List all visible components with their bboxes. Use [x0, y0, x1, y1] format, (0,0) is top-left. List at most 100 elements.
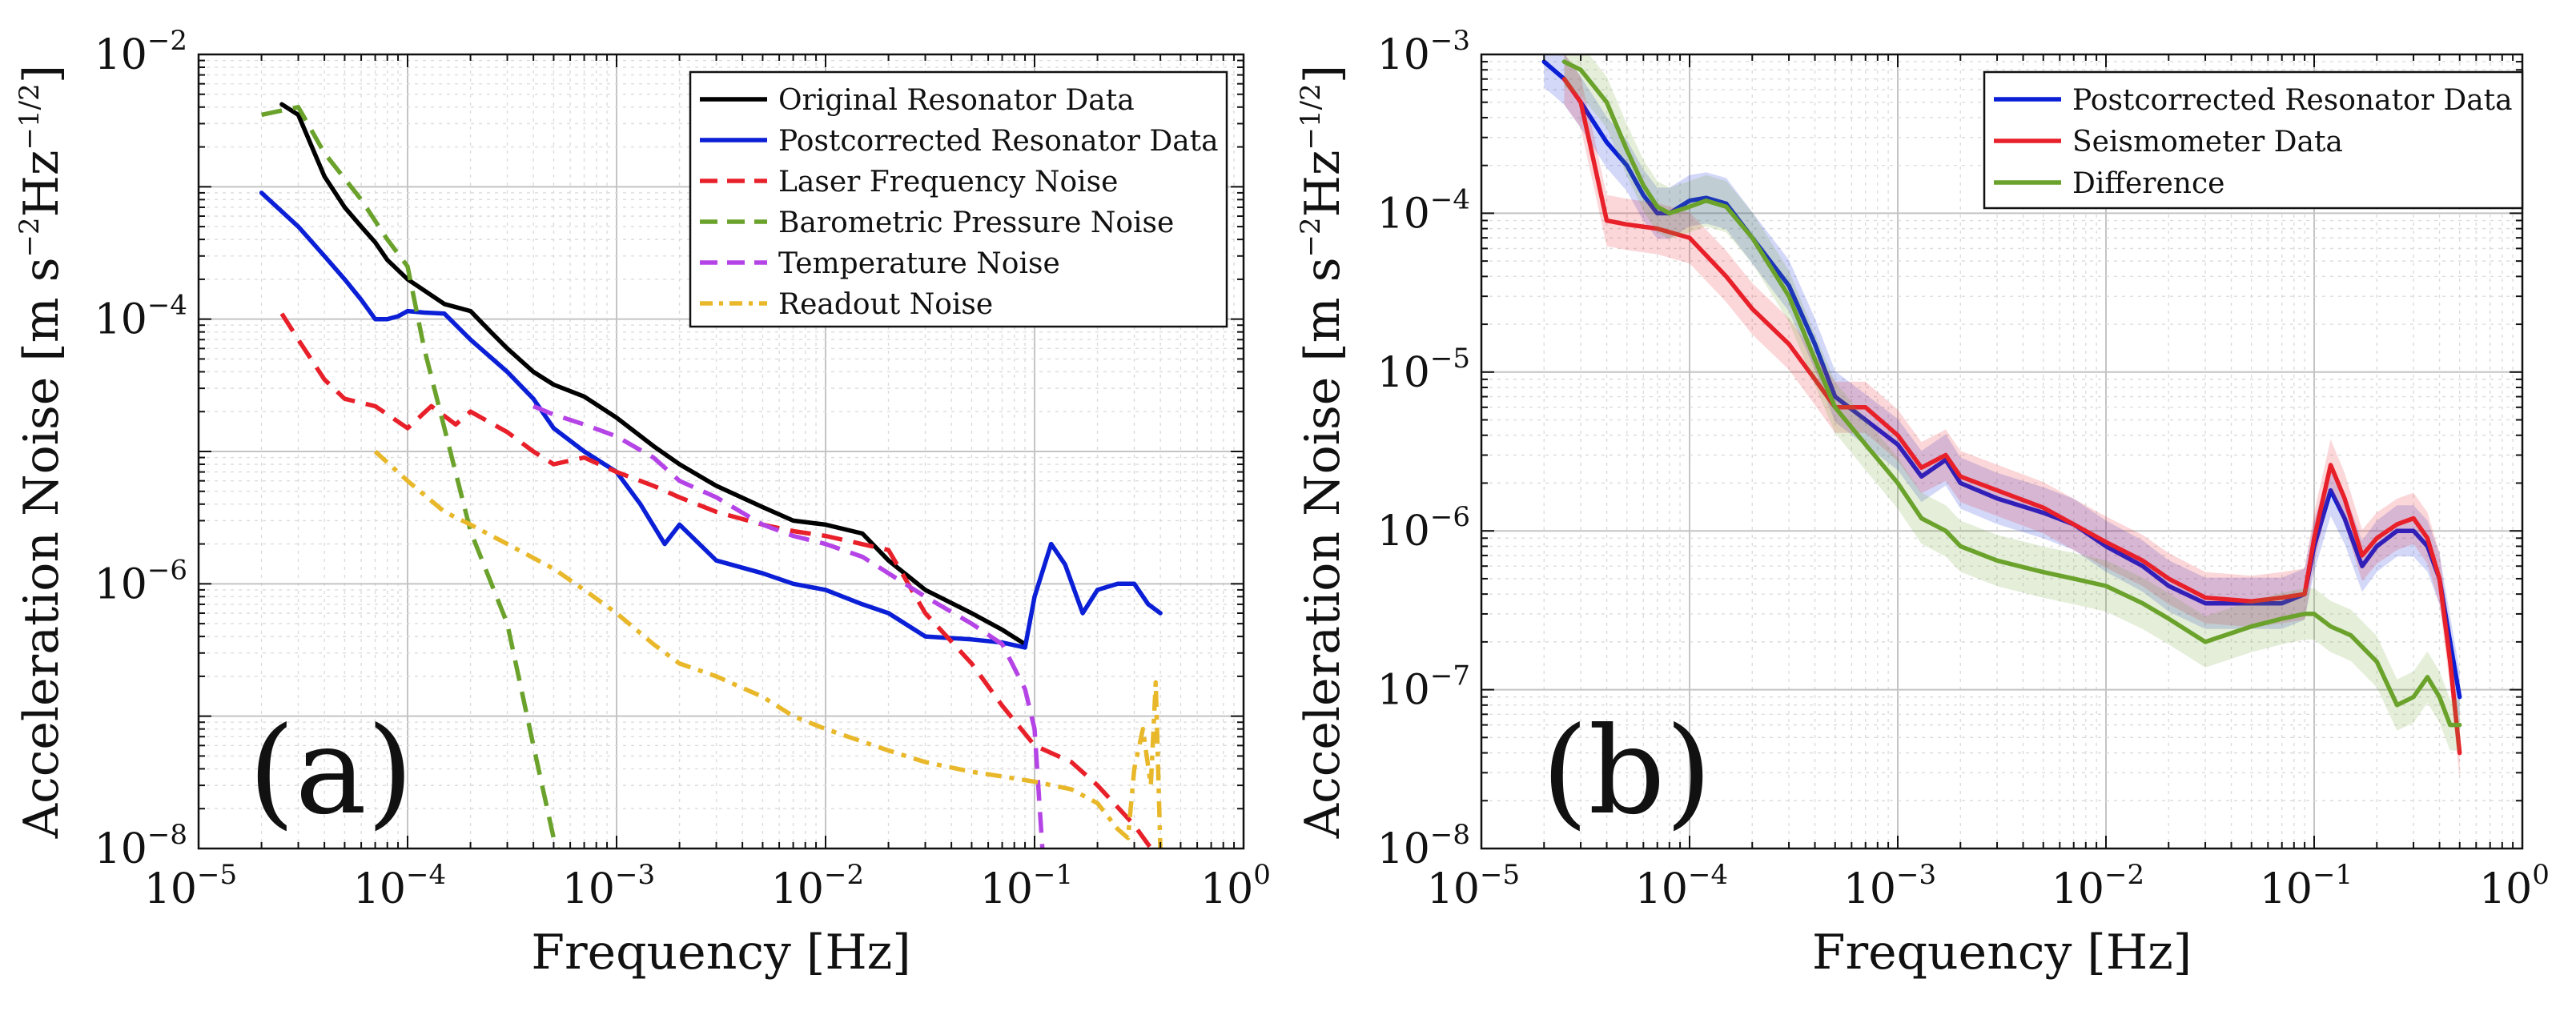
- p1-y-tick-base: 10: [94, 31, 147, 79]
- p2-legend-box: [1983, 70, 2524, 210]
- p1-x-tick-exp: −1: [1033, 859, 1073, 891]
- p1-series-line-2: [279, 312, 1154, 849]
- p2-y-tick-base: 10: [1377, 190, 1430, 238]
- p2-x-tick-exp: −4: [1688, 859, 1728, 891]
- p1-y-tick-exp: −2: [147, 25, 187, 57]
- p2-x-tick-exp: −5: [1480, 859, 1520, 891]
- p1-y-axis-label: Acceleration Noise [m s−2Hz−1/2]: [14, 65, 70, 839]
- p2-x-tick-exp: −1: [2313, 859, 2353, 891]
- p2-y-tick-exp: −7: [1430, 660, 1470, 692]
- p1-series-line-1: [259, 191, 1163, 650]
- p1-y-tick-exp: −6: [147, 554, 187, 586]
- p2-y-tick-exp: −3: [1430, 25, 1470, 57]
- p1-legend-label-5: Readout Noise: [778, 288, 993, 321]
- p2-x-tick-base: 10: [1635, 865, 1688, 913]
- p1-y-tick-label: 10−4: [94, 290, 187, 344]
- p1-x-tick-base: 10: [1200, 865, 1253, 913]
- panel-a: 10−5 10−4 10−3 10−2 10−1 10010−810−610−410−2F…: [14, 25, 1271, 981]
- p2-x-tick-base: 10: [2479, 865, 2532, 913]
- p2-y-tick-base: 10: [1377, 825, 1430, 873]
- p2-x-tick-label: 10−2: [2052, 859, 2144, 913]
- p2-x-tick-label: 10−1: [2260, 859, 2353, 913]
- p2-axes-frame: [1480, 53, 2524, 850]
- p1-x-tick-exp: −4: [406, 859, 446, 891]
- p1-series-group: [259, 102, 1163, 849]
- p2-x-tick-base: 10: [2260, 865, 2313, 913]
- p1-x-tick-exp: −2: [824, 859, 864, 891]
- p1-legend-label-0: Original Resonator Data: [778, 84, 1135, 117]
- p2-x-tick-exp: 0: [2532, 859, 2550, 891]
- p2-x-tick-exp: −3: [1896, 859, 1936, 891]
- p2-x-tick-label: 10−3: [1843, 859, 1936, 913]
- p1-legend-label-3: Barometric Pressure Noise: [778, 207, 1174, 239]
- p2-y-tick-base: 10: [1377, 508, 1430, 556]
- p1-x-axis-label: Frequency [Hz]: [531, 925, 910, 981]
- p1-x-tick-base: 10: [353, 865, 406, 913]
- p1-x-tick-exp: −3: [615, 859, 655, 891]
- p1-legend-box: [689, 70, 1228, 328]
- p2-x-tick-label: 100: [2479, 859, 2550, 913]
- p1-x-tick-label: 100: [1200, 859, 1271, 913]
- p1-y-tick-label: 10−2: [94, 25, 187, 79]
- p1-series-line-4: [532, 403, 1045, 849]
- p2-legend-label-0: Postcorrected Resonator Data: [2072, 84, 2513, 117]
- p2-legend-label-1: Seismometer Data: [2072, 126, 2343, 158]
- p2-legend: Postcorrected Resonator Data Seismometer …: [1983, 70, 2524, 210]
- p1-x-tick-base: 10: [771, 865, 824, 913]
- p1-x-tick-exp: 0: [1253, 859, 1271, 891]
- p2-y-tick-label: 10−3: [1377, 25, 1470, 79]
- p2-series-line-2: [1561, 59, 2462, 728]
- p2-y-axis-label: Acceleration Noise [m s−2Hz−1/2]: [1295, 65, 1351, 839]
- p1-x-tick-label: 10−2: [771, 859, 864, 913]
- p2-series-band-1: [1564, 54, 2460, 779]
- p1-legend-label-1: Postcorrected Resonator Data: [778, 125, 1219, 158]
- p1-y-tick-label: 10−8: [94, 819, 187, 873]
- p1-x-tick-base: 10: [980, 865, 1033, 913]
- p1-y-tick-exp: −8: [147, 819, 187, 851]
- p1-panel-label: (a): [248, 702, 413, 841]
- p1-x-tick-label: 10−4: [353, 859, 446, 913]
- p1-x-tick-label: 10−3: [562, 859, 655, 913]
- p2-y-tick-base: 10: [1377, 349, 1430, 397]
- p2-y-tick-label: 10−4: [1377, 183, 1470, 238]
- p2-y-tick-label: 10−5: [1377, 343, 1470, 397]
- p1-y-tick-exp: −4: [147, 290, 187, 322]
- p1-y-tick-label: 10−6: [94, 554, 187, 608]
- p2-series-group: [1541, 54, 2462, 779]
- p2-y-tick-base: 10: [1377, 31, 1430, 79]
- p1-legend-label-2: Laser Frequency Noise: [778, 166, 1118, 199]
- p2-y-tick-exp: −6: [1430, 501, 1470, 533]
- panel-b: 10−5 10−4 10−3 10−2 10−1 10010−810−710−610−51…: [1295, 25, 2550, 981]
- p1-x-tick-base: 10: [562, 865, 615, 913]
- p1-series-line-5: [373, 449, 1163, 849]
- p2-x-tick-base: 10: [1843, 865, 1896, 913]
- p2-x-tick-label: 10−5: [1427, 859, 1520, 913]
- p1-y-tick-base: 10: [94, 825, 147, 873]
- p2-y-tick-label: 10−7: [1377, 660, 1470, 715]
- p1-x-tick-label: 10−5: [144, 859, 237, 913]
- p2-y-tick-label: 10−8: [1377, 819, 1470, 873]
- p2-x-axis-label: Frequency [Hz]: [1812, 925, 2192, 981]
- p2-x-tick-base: 10: [2052, 865, 2104, 913]
- p1-y-tick-base: 10: [94, 296, 147, 344]
- p2-y-tick-base: 10: [1377, 667, 1430, 715]
- p2-panel-label: (b): [1541, 702, 1712, 841]
- p2-y-tick-exp: −5: [1430, 343, 1470, 375]
- p2-y-tick-exp: −4: [1430, 183, 1470, 215]
- p2-x-tick-exp: −2: [2104, 859, 2144, 891]
- p2-legend-label-2: Difference: [2072, 167, 2224, 200]
- p1-x-tick-exp: −5: [197, 859, 237, 891]
- p2-ticks: [1481, 54, 2523, 849]
- p1-x-tick-label: 10−1: [980, 859, 1073, 913]
- p2-y-tick-label: 10−6: [1377, 501, 1470, 556]
- p1-series-line-0: [279, 102, 1027, 647]
- p2-x-tick-base: 10: [1427, 865, 1480, 913]
- p1-y-tick-base: 10: [94, 560, 147, 608]
- p1-legend: Original Resonator Data Postcorrected Res…: [689, 70, 1228, 328]
- p2-series-line-1: [1561, 76, 2462, 756]
- p2-y-tick-exp: −8: [1430, 819, 1470, 851]
- p1-ticks: [198, 54, 1244, 849]
- p1-legend-label-4: Temperature Noise: [778, 247, 1060, 280]
- p2-x-tick-label: 10−4: [1635, 859, 1728, 913]
